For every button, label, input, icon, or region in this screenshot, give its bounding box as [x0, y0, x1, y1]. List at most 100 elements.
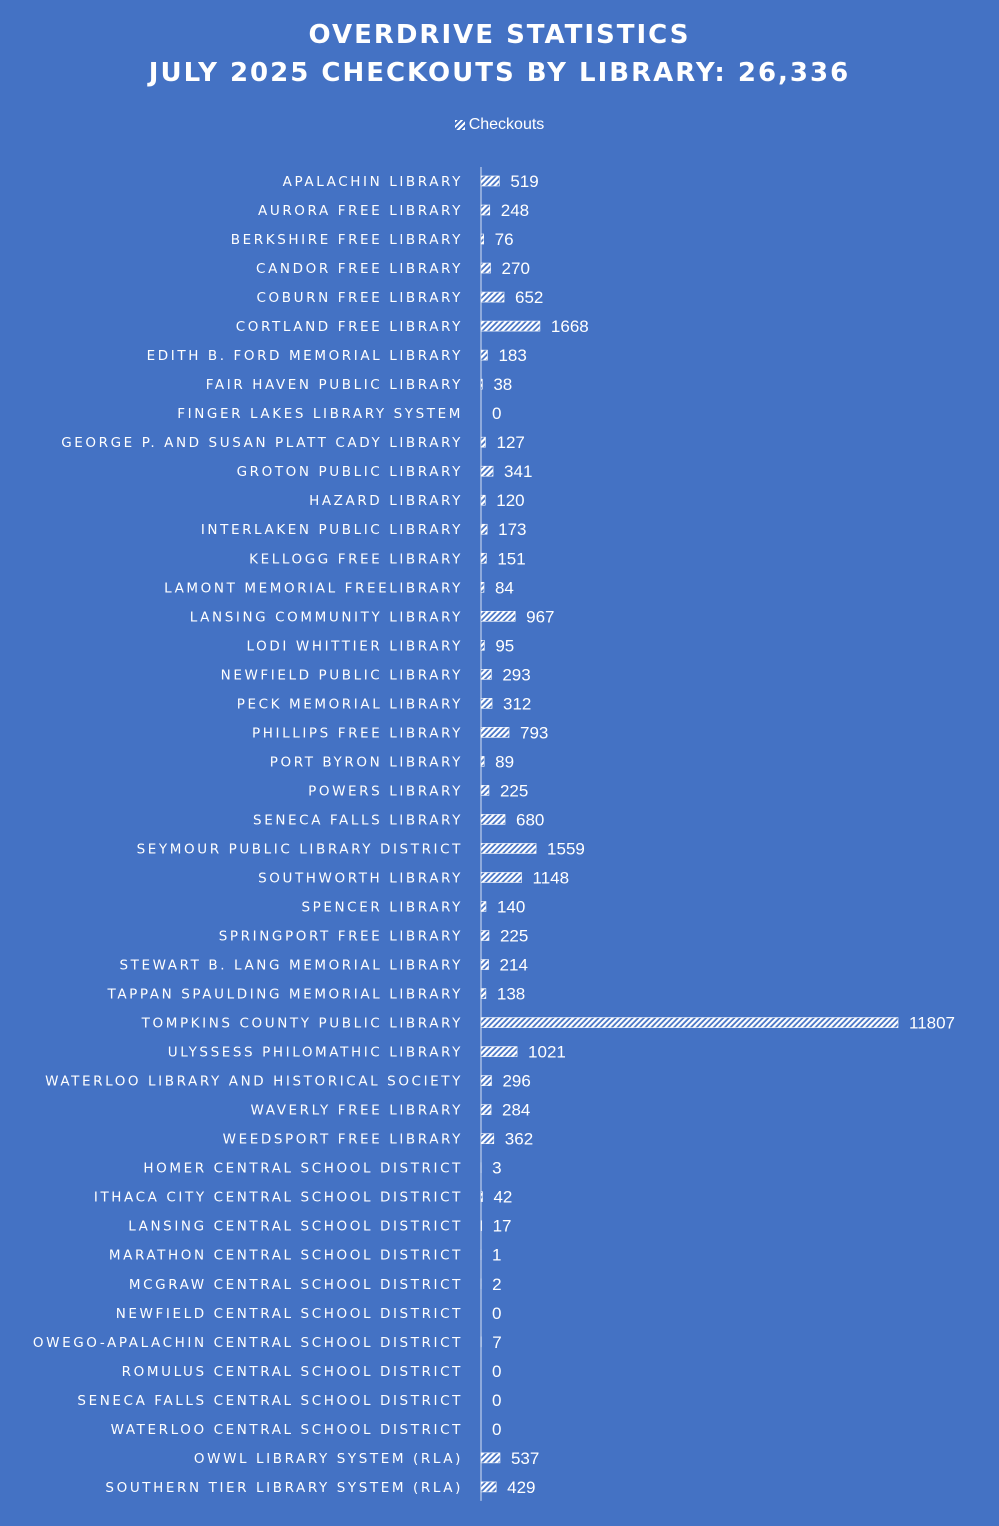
category-label: OWWL LIBRARY SYSTEM (RLA): [194, 1451, 463, 1467]
value-label: 89: [495, 752, 514, 771]
bar: [480, 552, 487, 564]
bar: [480, 1046, 518, 1057]
value-label: 11807: [909, 1014, 955, 1033]
category-label: KELLOGG FREE LIBRARY: [249, 551, 463, 567]
value-label: 127: [496, 433, 524, 452]
category-label: ULYSSESS PHILOMATHIC LIBRARY: [168, 1045, 463, 1061]
bar: [480, 175, 500, 187]
category-label: FAIR HAVEN PUBLIC LIBRARY: [206, 377, 463, 393]
bar: [480, 233, 484, 245]
value-label: 1668: [551, 317, 589, 336]
category-label: FINGER LAKES LIBRARY SYSTEM: [177, 406, 463, 422]
bar: [480, 581, 485, 593]
category-label: CANDOR FREE LIBRARY: [256, 261, 463, 277]
value-label: 680: [516, 810, 544, 829]
category-label: PHILLIPS FREE LIBRARY: [252, 725, 463, 741]
value-label: 2: [492, 1275, 501, 1294]
category-label: OWEGO-APALACHIN CENTRAL SCHOOL DISTRICT: [33, 1335, 463, 1351]
category-label: NEWFIELD CENTRAL SCHOOL DISTRICT: [116, 1306, 463, 1322]
value-label: 95: [495, 636, 514, 655]
category-label: LANSING COMMUNITY LIBRARY: [190, 609, 463, 625]
bar: [480, 1104, 492, 1115]
value-label: 76: [495, 230, 514, 249]
value-label: 248: [501, 201, 529, 220]
value-label: 362: [505, 1130, 533, 1149]
bar: [480, 291, 505, 303]
value-label: 1021: [528, 1043, 566, 1062]
category-label: SPENCER LIBRARY: [301, 900, 463, 916]
bar: [480, 1481, 497, 1493]
bar: [480, 523, 488, 535]
category-label: TOMPKINS COUNTY PUBLIC LIBRARY: [141, 1016, 463, 1032]
value-label: 120: [496, 491, 524, 510]
category-label: BERKSHIRE FREE LIBRARY: [231, 232, 463, 248]
value-label: 1148: [533, 868, 570, 887]
value-label: 537: [511, 1449, 539, 1468]
category-label: LANSING CENTRAL SCHOOL DISTRICT: [128, 1219, 463, 1235]
value-label: 429: [507, 1478, 535, 1497]
bar: [480, 756, 485, 767]
value-label: 1559: [547, 839, 585, 858]
bar: [480, 1452, 501, 1464]
legend-label: Checkouts: [468, 116, 545, 133]
value-label: 519: [510, 172, 538, 191]
value-label: 0: [492, 1420, 501, 1439]
bar: [480, 669, 492, 680]
value-label: 284: [502, 1101, 530, 1120]
value-label: 0: [492, 1391, 501, 1410]
value-label: 42: [493, 1188, 512, 1207]
value-label: 225: [500, 927, 528, 946]
value-label: 341: [504, 462, 532, 481]
category-label: STEWART B. LANG MEMORIAL LIBRARY: [119, 958, 463, 974]
bar: [480, 901, 487, 912]
value-label: 214: [500, 956, 528, 975]
value-label: 84: [495, 578, 514, 597]
value-label: 0: [492, 1304, 501, 1323]
bar: [480, 320, 541, 332]
value-label: 0: [492, 404, 501, 423]
value-label: 967: [526, 607, 554, 626]
value-label: 140: [497, 898, 525, 917]
category-label: PORT BYRON LIBRARY: [270, 754, 463, 770]
category-label: MCGRAW CENTRAL SCHOOL DISTRICT: [129, 1277, 463, 1293]
category-label: SEYMOUR PUBLIC LIBRARY DISTRICT: [137, 841, 463, 857]
category-label: WATERLOO LIBRARY AND HISTORICAL SOCIETY: [45, 1074, 463, 1090]
category-label: SOUTHERN TIER LIBRARY SYSTEM (RLA): [105, 1480, 463, 1496]
category-label: SPRINGPORT FREE LIBRARY: [219, 929, 463, 945]
bar: [480, 1191, 483, 1202]
category-label: COBURN FREE LIBRARY: [257, 290, 463, 306]
legend: Checkouts: [0, 116, 999, 134]
value-label: 312: [503, 694, 531, 713]
category-label: TAPPAN SPAULDING MEMORIAL LIBRARY: [107, 987, 463, 1003]
category-label: POWERS LIBRARY: [308, 783, 463, 799]
bar: [480, 785, 490, 796]
category-label: EDITH B. FORD MEMORIAL LIBRARY: [147, 348, 463, 364]
bar: [480, 349, 488, 361]
bar: [480, 262, 491, 274]
category-label: WAVERLY FREE LIBRARY: [251, 1103, 463, 1119]
value-label: 296: [502, 1072, 530, 1091]
category-label: CORTLAND FREE LIBRARY: [236, 319, 463, 335]
category-label: GEORGE P. AND SUSAN PLATT CADY LIBRARY: [61, 435, 463, 451]
value-label: 1: [492, 1246, 501, 1265]
bar: [480, 640, 485, 651]
bar: [480, 436, 486, 448]
value-label: 151: [497, 549, 525, 568]
category-label: SENECA FALLS CENTRAL SCHOOL DISTRICT: [77, 1393, 463, 1409]
bar: [480, 988, 487, 999]
category-label: WEEDSPORT FREE LIBRARY: [223, 1132, 463, 1148]
bar: [480, 872, 522, 883]
category-label: ITHACA CITY CENTRAL SCHOOL DISTRICT: [94, 1190, 463, 1206]
bar: [480, 814, 506, 825]
value-label: 270: [502, 259, 530, 278]
category-label: LODI WHITTIER LIBRARY: [247, 638, 463, 654]
bar: [480, 465, 494, 477]
value-label: 652: [515, 288, 543, 307]
value-label: 173: [498, 520, 526, 539]
value-label: 3: [492, 1159, 501, 1178]
bar: [480, 727, 510, 738]
value-label: 38: [493, 375, 512, 394]
category-label: PECK MEMORIAL LIBRARY: [237, 696, 463, 712]
